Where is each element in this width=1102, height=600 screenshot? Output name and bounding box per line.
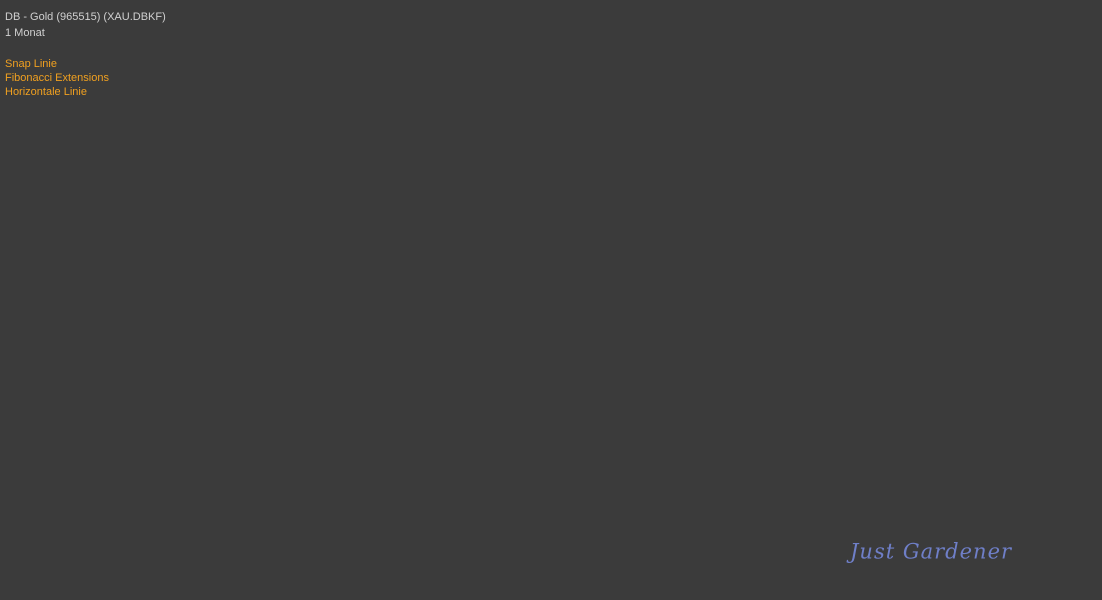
tool-label: Fibonacci Extensions <box>5 72 109 84</box>
chart-title: DB - Gold (965515) (XAU.DBKF) <box>5 11 166 23</box>
watermark: Just Gardener <box>846 540 1013 564</box>
tool-label: Horizontale Linie <box>5 86 87 98</box>
tool-label: Snap Linie <box>5 58 57 70</box>
chart-subtitle: 1 Monat <box>5 27 45 39</box>
